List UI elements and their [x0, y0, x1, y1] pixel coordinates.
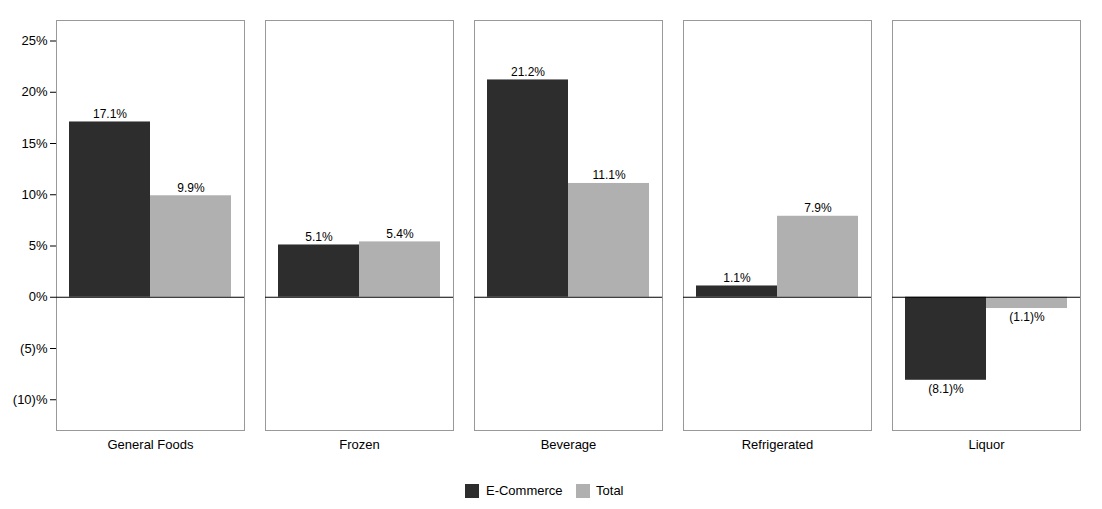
svg-text:25%: 25% — [21, 33, 47, 48]
svg-text:Refrigerated: Refrigerated — [742, 437, 814, 452]
svg-text:Beverage: Beverage — [541, 437, 597, 452]
svg-text:(5)%: (5)% — [20, 341, 48, 356]
svg-text:21.2%: 21.2% — [511, 65, 545, 79]
svg-text:5.4%: 5.4% — [386, 227, 414, 241]
svg-text:Liquor: Liquor — [968, 437, 1005, 452]
svg-text:Frozen: Frozen — [339, 437, 379, 452]
svg-text:(1.1)%: (1.1)% — [1009, 310, 1045, 324]
svg-text:15%: 15% — [21, 136, 47, 151]
svg-text:1.1%: 1.1% — [723, 271, 751, 285]
svg-text:5%: 5% — [29, 238, 48, 253]
svg-text:5.1%: 5.1% — [305, 230, 333, 244]
svg-text:7.9%: 7.9% — [804, 201, 832, 215]
html-text:Total: Total — [596, 483, 624, 498]
svg-text:10%: 10% — [21, 187, 47, 202]
svg-text:11.1%: 11.1% — [592, 168, 625, 182]
svg-text:General Foods: General Foods — [108, 437, 194, 452]
svg-text:20%: 20% — [21, 84, 47, 99]
svg-text:17.1%: 17.1% — [93, 107, 127, 121]
svg-text:0%: 0% — [29, 289, 48, 304]
svg-text:(10)%: (10)% — [13, 392, 48, 407]
svg-text:9.9%: 9.9% — [177, 181, 205, 195]
html-text:E-Commerce: E-Commerce — [486, 483, 563, 498]
svg-text:(8.1)%: (8.1)% — [928, 382, 964, 396]
